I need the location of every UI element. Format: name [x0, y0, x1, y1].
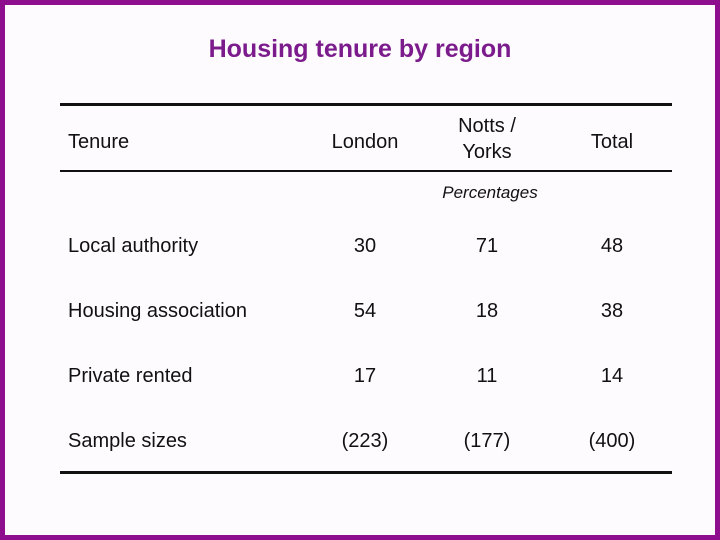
- column-header: Total: [590, 131, 634, 153]
- cell-value: 48: [600, 235, 624, 257]
- cell-value: (400): [588, 430, 636, 452]
- row-label: Housing association: [68, 300, 247, 322]
- units-label: Percentages: [442, 183, 538, 202]
- cell-value: (223): [341, 430, 389, 452]
- row-label: Local authority: [68, 235, 199, 257]
- cell-value: 11: [476, 365, 498, 387]
- row-label: Private rented: [68, 365, 193, 387]
- cell-value: 18: [475, 300, 499, 322]
- row-label: Sample sizes: [68, 430, 187, 452]
- cell-value: 17: [353, 365, 377, 387]
- cell-value: 30: [353, 235, 377, 257]
- header-rule: [60, 170, 672, 172]
- title: Housing tenure by region: [208, 35, 512, 63]
- column-header: Notts / Yorks: [458, 115, 516, 163]
- cell-value: (177): [463, 430, 511, 452]
- column-header: London: [331, 131, 399, 153]
- column-header: Tenure: [68, 131, 130, 153]
- cell-value: 38: [600, 300, 624, 322]
- bottom-rule: [60, 471, 672, 474]
- cell-value: 71: [475, 235, 499, 257]
- cell-value: 54: [353, 300, 377, 322]
- cell-value: 14: [600, 365, 624, 387]
- top-rule: [60, 103, 672, 106]
